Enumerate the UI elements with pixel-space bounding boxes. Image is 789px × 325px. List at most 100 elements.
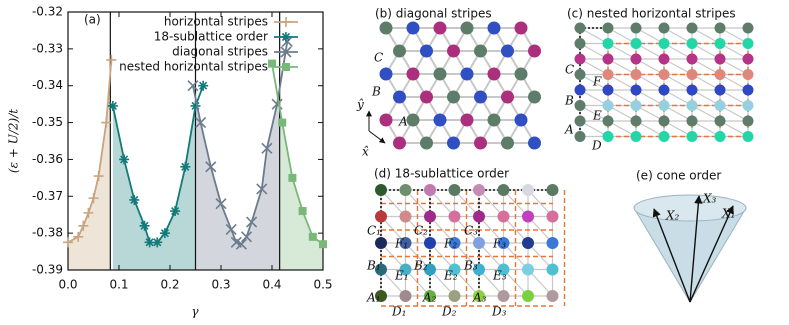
site xyxy=(447,44,460,58)
site xyxy=(514,67,528,81)
site xyxy=(424,237,436,249)
site xyxy=(379,67,393,81)
spin-vector xyxy=(689,205,734,303)
site xyxy=(514,113,528,127)
bond xyxy=(478,242,504,270)
spin-vector xyxy=(689,195,703,303)
site xyxy=(473,263,485,276)
y-tick-label: -0.38 xyxy=(32,226,63,240)
site-label: D xyxy=(591,139,602,153)
site-label: D₃ xyxy=(491,305,507,319)
site xyxy=(393,44,406,58)
site xyxy=(448,263,461,276)
marker xyxy=(73,231,84,242)
site xyxy=(742,38,754,49)
site xyxy=(602,115,614,127)
site xyxy=(658,22,670,34)
y-tick-label: -0.34 xyxy=(32,78,63,92)
site xyxy=(399,237,412,249)
site xyxy=(742,69,754,80)
marker xyxy=(152,237,163,248)
site-label: B₂ xyxy=(413,259,428,273)
panel-title: (c) nested horizontal stripes xyxy=(567,7,736,21)
site-label: F xyxy=(592,75,602,89)
panel-label: (a) xyxy=(84,13,101,27)
legend-marker xyxy=(280,46,292,58)
site-label: E₂ xyxy=(443,269,458,283)
site xyxy=(522,210,534,223)
site xyxy=(574,69,586,80)
marker xyxy=(107,100,118,111)
site-label: B₁ xyxy=(366,259,381,273)
x-tick-label: 0.0 xyxy=(58,278,77,292)
site xyxy=(375,290,387,302)
marker xyxy=(298,207,307,216)
site xyxy=(574,53,586,65)
legend-label: diagonal stripes xyxy=(172,45,268,59)
site xyxy=(497,184,510,196)
site xyxy=(424,184,436,196)
site-label: D₂ xyxy=(441,305,457,319)
marker xyxy=(93,171,104,182)
site xyxy=(497,237,510,249)
site xyxy=(714,69,726,80)
site xyxy=(602,22,614,34)
site xyxy=(714,131,726,142)
site-label: C₃ xyxy=(464,224,478,238)
y-tick-label: -0.36 xyxy=(32,152,63,166)
y-tick-label: -0.37 xyxy=(32,189,63,203)
site xyxy=(742,53,754,65)
y-tick-label: -0.32 xyxy=(32,5,63,19)
axis-arrow xyxy=(368,130,386,144)
site xyxy=(474,90,487,104)
bond xyxy=(478,269,504,297)
site xyxy=(714,115,726,127)
site xyxy=(473,290,485,302)
site-label: X₃ xyxy=(702,192,717,206)
legend-marker xyxy=(281,17,291,27)
marker xyxy=(198,80,209,91)
site xyxy=(686,100,698,111)
site xyxy=(742,131,754,142)
site xyxy=(658,38,670,49)
bond xyxy=(429,242,455,270)
site xyxy=(399,290,412,302)
site xyxy=(399,263,412,276)
area-fill xyxy=(112,105,196,270)
site xyxy=(714,84,726,96)
y-tick-label: -0.33 xyxy=(32,41,63,55)
site xyxy=(487,67,501,81)
site xyxy=(448,290,461,302)
site xyxy=(686,131,698,142)
site xyxy=(602,131,614,142)
legend-marker xyxy=(282,63,290,71)
bond xyxy=(380,269,406,297)
site-label: A₃ xyxy=(472,291,487,305)
site xyxy=(420,90,433,104)
site xyxy=(742,84,754,96)
panel-title: (e) cone order xyxy=(636,169,721,183)
site-label: B₃ xyxy=(463,259,478,273)
site xyxy=(474,136,487,150)
site xyxy=(574,131,586,142)
marker xyxy=(101,117,112,128)
area-fill xyxy=(195,88,280,270)
bond xyxy=(478,216,504,244)
site-label: A₂ xyxy=(422,291,437,305)
bond xyxy=(527,189,553,217)
site xyxy=(630,38,642,49)
site xyxy=(546,290,559,302)
site xyxy=(447,90,460,104)
site xyxy=(393,136,406,150)
site xyxy=(602,38,614,49)
site xyxy=(574,22,586,34)
y-tick-label: -0.35 xyxy=(32,115,63,129)
x-tick-label: 0.5 xyxy=(313,278,332,292)
site-label: C xyxy=(374,51,383,65)
site xyxy=(658,84,670,96)
spin-vector xyxy=(652,208,691,303)
site-label: X₁ xyxy=(721,207,735,221)
marker xyxy=(63,237,73,248)
